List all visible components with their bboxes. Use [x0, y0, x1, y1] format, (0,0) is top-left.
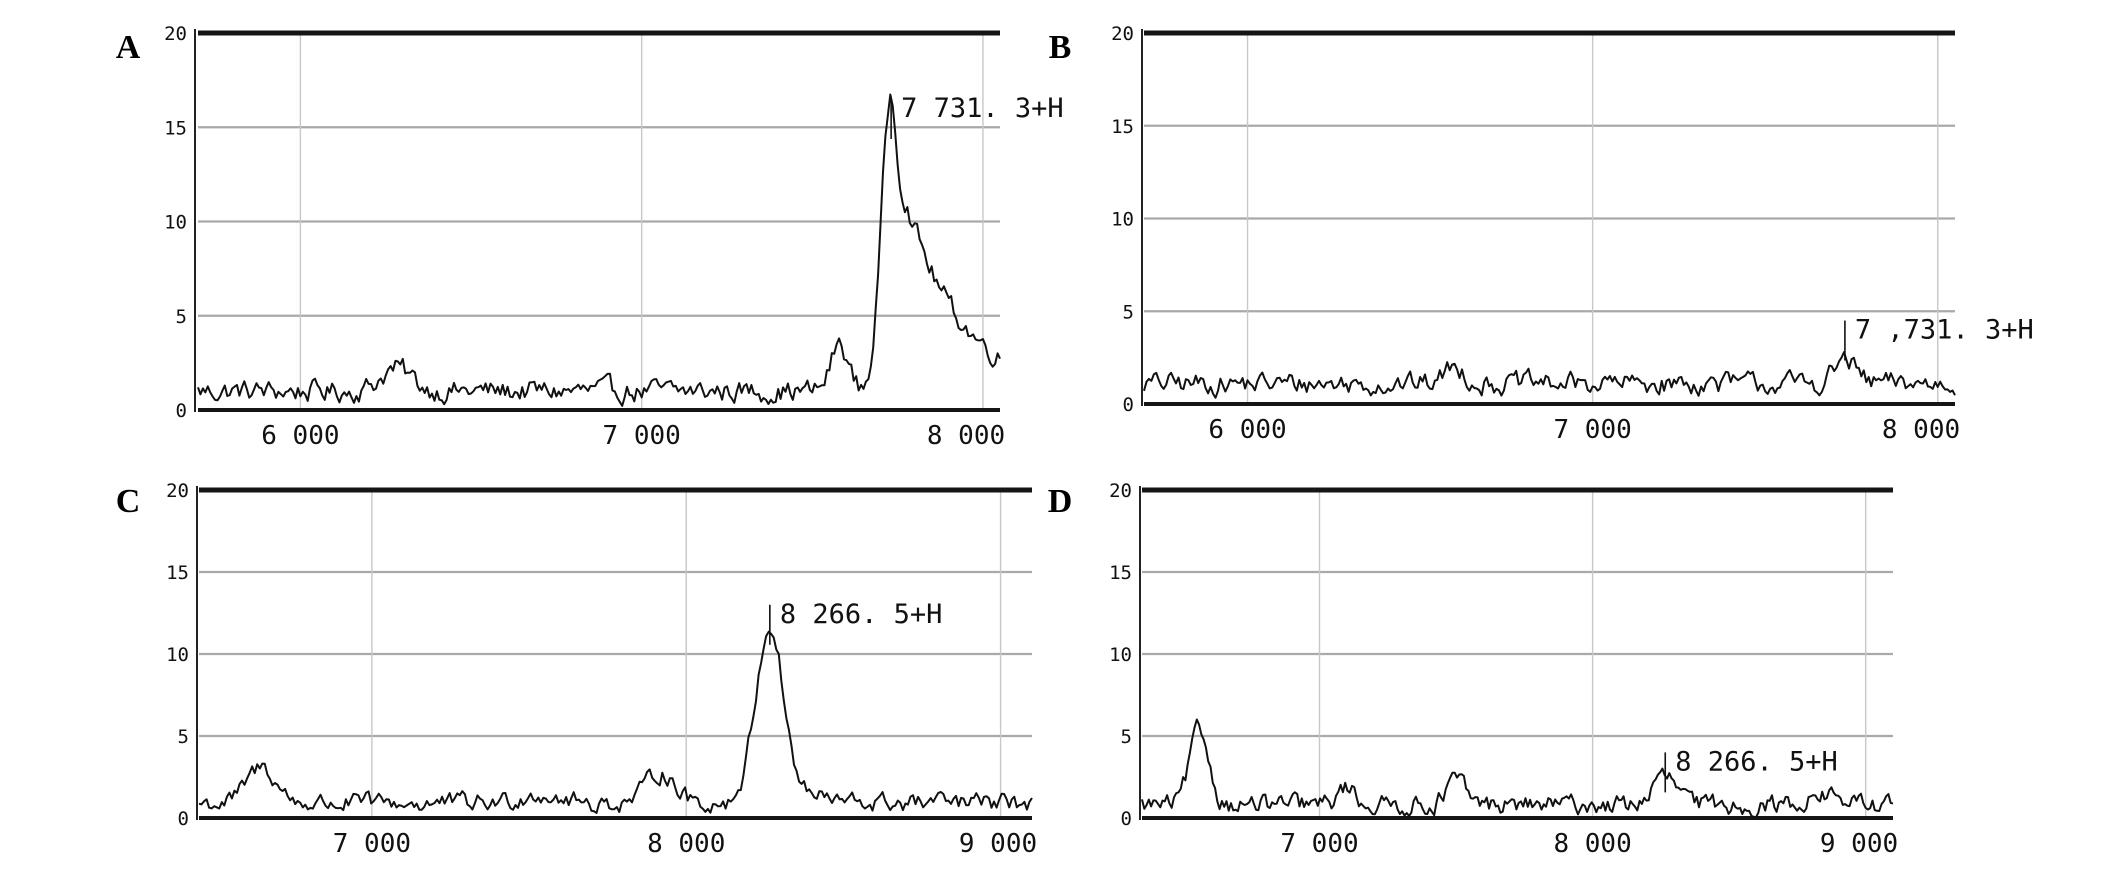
- peak-label: 8 266. 5+H: [1675, 746, 1838, 777]
- y-tick-label: 20: [164, 23, 187, 45]
- x-tick-label: 7 000: [603, 421, 681, 451]
- y-tick-label: 20: [166, 480, 189, 502]
- x-tick-label: 6 000: [1208, 415, 1286, 445]
- x-tick-label: 7 000: [1280, 829, 1358, 859]
- x-tick-label: 9 000: [959, 829, 1037, 859]
- panel-letter: D: [1048, 483, 1073, 520]
- y-tick-label: 0: [1123, 394, 1134, 416]
- y-tick-label: 5: [1123, 301, 1134, 323]
- peak-label: 7 ,731. 3+H: [1855, 315, 2034, 346]
- spectrum-trace: [1141, 718, 1894, 819]
- x-tick-label: 9 000: [1820, 829, 1898, 859]
- y-tick-label: 20: [1109, 480, 1132, 502]
- peak-label: 8 266. 5+H: [780, 599, 943, 630]
- x-tick-label: 8 000: [1882, 415, 1960, 445]
- panel-letter: B: [1049, 29, 1072, 66]
- panel-a: A 0 5 10 15 20 6 000 7 000 8 000 7 731. 3+H: [116, 23, 1064, 451]
- y-tick-label: 20: [1111, 23, 1134, 45]
- y-tick-label: 0: [1121, 808, 1132, 830]
- x-tick-label: 8 000: [927, 421, 1005, 451]
- panel-d: D 0 5 10 15 20 7 000 8 000 9 000 8 266. 5+H: [1048, 480, 1898, 859]
- y-tick-label: 0: [176, 400, 187, 422]
- y-tick-label: 15: [1111, 116, 1134, 138]
- y-tick-label: 15: [166, 562, 189, 584]
- panel-b: B 0 5 10 15 20 6 000 7 000 8 000 7 ,731. 3+H: [1049, 23, 2034, 445]
- y-tick-label: 10: [166, 644, 189, 666]
- x-tick-label: 6 000: [261, 421, 339, 451]
- panel-letter: A: [116, 29, 141, 66]
- x-tick-label: 7 000: [1553, 415, 1631, 445]
- y-tick-label: 10: [1111, 209, 1134, 231]
- x-tick-label: 7 000: [333, 829, 411, 859]
- x-tick-label: 8 000: [1553, 829, 1631, 859]
- spectrum-trace: [197, 93, 1001, 407]
- y-tick-label: 10: [164, 212, 187, 234]
- y-tick-label: 10: [1109, 644, 1132, 666]
- spectrum-trace: [1143, 351, 1956, 399]
- y-tick-label: 15: [1109, 562, 1132, 584]
- spectrum-trace: [198, 630, 1033, 814]
- x-tick-label: 8 000: [647, 829, 725, 859]
- y-tick-label: 5: [178, 726, 189, 748]
- panel-c: C 0 5 10 15 20 7 000 8 000 9 000 8 266. 5+H: [116, 480, 1037, 859]
- y-tick-label: 5: [1121, 726, 1132, 748]
- y-tick-label: 15: [164, 117, 187, 139]
- panel-letter: C: [116, 483, 141, 520]
- y-tick-label: 5: [176, 306, 187, 328]
- y-tick-label: 0: [178, 808, 189, 830]
- peak-label: 7 731. 3+H: [901, 93, 1064, 124]
